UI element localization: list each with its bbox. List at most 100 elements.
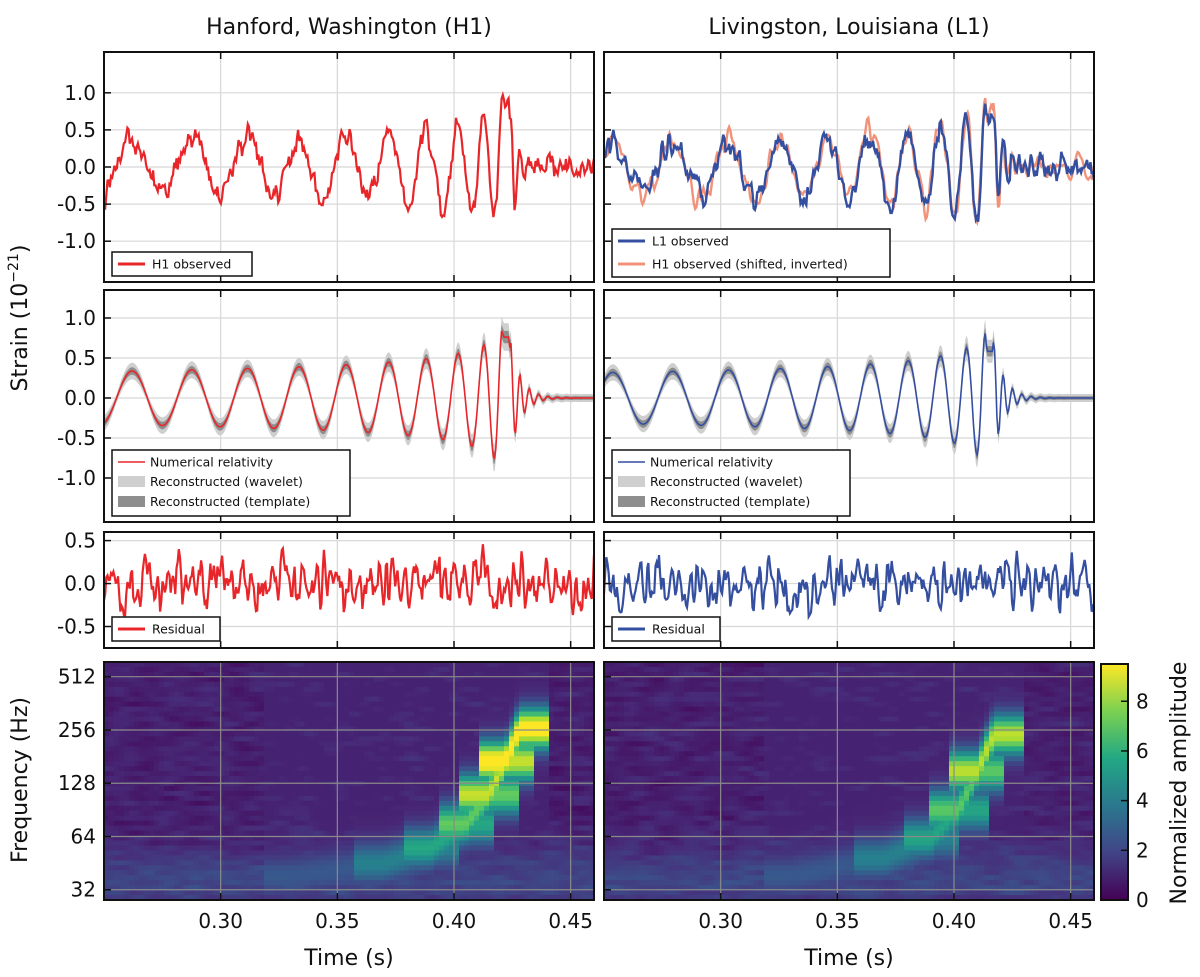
- h1-spectrogram-cell: [184, 701, 190, 708]
- h1-spectrogram-cell: [114, 691, 120, 698]
- h1-spectrogram-cell: [124, 890, 130, 896]
- h1-spectrogram-cell: [149, 696, 155, 703]
- h1-spectrogram-cell: [339, 825, 345, 832]
- h1-spectrogram-cell: [259, 666, 265, 673]
- h1-spectrogram-cell: [279, 736, 285, 742]
- h1-spectrogram-cell: [459, 800, 465, 807]
- h1-spectrogram-cell: [164, 790, 170, 797]
- h1-spectrogram-cell: [104, 830, 110, 837]
- h1-spectrogram-cell: [494, 820, 500, 827]
- h1-spectrogram-cell: [329, 820, 335, 827]
- h1-spectrogram-cell: [379, 800, 385, 807]
- h1-spectrogram-cell: [509, 676, 515, 683]
- h1-spectrogram-cell: [259, 756, 265, 762]
- h1-spectrogram-cell: [539, 736, 545, 742]
- h1-spectrogram-cell: [499, 850, 505, 856]
- h1-spectrogram-cell: [544, 681, 550, 688]
- h1-spectrogram-cell: [249, 895, 255, 900]
- h1-spectrogram-cell: [119, 771, 125, 777]
- h1-spectrogram-cell: [569, 766, 575, 772]
- h1-spectrogram-cell: [139, 810, 145, 817]
- h1-spectrogram-cell: [454, 895, 460, 900]
- h1-spectrogram-cell: [559, 880, 565, 886]
- h1-spectrogram-cell: [259, 696, 265, 703]
- h1-spectrogram-cell: [519, 865, 525, 871]
- h1-spectrogram-cell: [434, 860, 440, 866]
- h1-spectrogram-cell: [209, 800, 215, 807]
- h1-spectrogram-cell: [344, 800, 350, 807]
- h1-spectrogram-cell: [194, 790, 200, 797]
- h1-spectrogram-cell: [434, 726, 440, 733]
- h1-spectrogram-cell: [179, 711, 185, 718]
- h1-spectrogram-cell: [169, 756, 175, 762]
- h1-spectrogram-cell: [349, 825, 355, 832]
- h1-spectrogram-cell: [509, 790, 515, 797]
- h1-spectrogram-cell: [539, 840, 545, 847]
- h1-spectrogram-cell: [364, 795, 370, 802]
- h1-spectrogram-cell: [344, 895, 350, 900]
- h1-spectrogram-cell: [524, 885, 530, 891]
- h1-spectrogram-cell: [434, 880, 440, 886]
- h1-spectrogram-cell: [254, 696, 260, 703]
- h1-spectrogram-cell: [519, 790, 525, 797]
- h1-spectrogram-cell: [449, 766, 455, 772]
- h1-spectrogram-cell: [289, 805, 295, 812]
- h1-spectrogram-cell: [294, 835, 300, 842]
- h1-spectrogram-cell: [389, 761, 395, 767]
- h1-spectrogram-cell: [144, 746, 150, 752]
- h1-spectrogram-cell: [154, 825, 160, 832]
- h1-spectrogram-cell: [289, 666, 295, 673]
- h1-spectrogram-cell: [244, 766, 250, 772]
- h1-spectrogram-cell: [184, 671, 190, 678]
- h1-spectrogram-cell: [494, 756, 500, 762]
- h1-spectrogram-cell: [234, 736, 240, 742]
- h1-spectrogram-cell: [529, 880, 535, 886]
- h1-spectrogram-cell: [474, 885, 480, 891]
- l1-spectrogram-cell: [849, 662, 855, 668]
- h1-spectrogram-cell: [499, 731, 505, 737]
- h1-spectrogram-cell: [219, 875, 225, 881]
- h1-spectrogram-cell: [264, 746, 270, 752]
- h1-spectrogram-cell: [464, 776, 470, 782]
- h1-spectrogram-cell: [294, 800, 300, 807]
- h1-spectrogram-cell: [454, 855, 460, 861]
- h1-spectrogram-cell: [109, 671, 115, 678]
- h1-spectrogram-cell: [444, 741, 450, 747]
- h1-spectrogram-cell: [554, 855, 560, 861]
- h1-spectrogram-cell: [574, 681, 580, 688]
- h1-spectrogram-cell: [239, 865, 245, 871]
- h1-spectrogram-cell: [274, 855, 280, 861]
- h1-spectrogram-cell: [329, 860, 335, 866]
- h1-spectrogram-cell: [194, 701, 200, 708]
- h1-spectrogram-cell: [219, 726, 225, 733]
- h1-spectrogram-cell: [114, 756, 120, 762]
- h1-spectrogram-cell: [234, 800, 240, 807]
- l1-spectrogram-cell: [904, 662, 910, 668]
- h1-spectrogram-cell: [524, 840, 530, 847]
- h1-spectrogram-cell: [404, 845, 410, 852]
- h1-spectrogram-cell: [224, 766, 230, 772]
- h1-spectrogram-cell: [309, 741, 315, 747]
- h1-spectrogram-cell: [479, 840, 485, 847]
- h1-spectrogram-cell: [384, 731, 390, 737]
- h1-spectrogram-cell: [209, 790, 215, 797]
- title-h1: Hanford, Washington (H1): [206, 15, 492, 40]
- h1-spectrogram-cell: [424, 686, 430, 693]
- h1-spectrogram-cell: [359, 855, 365, 861]
- h1-spectrogram-cell: [549, 711, 555, 718]
- h1-spectrogram-cell: [579, 686, 585, 693]
- h1-spectrogram-cell: [414, 810, 420, 817]
- h1-spectrogram-cell: [324, 761, 330, 767]
- h1-spectrogram-cell: [559, 746, 565, 752]
- h1-spectrogram-cell: [264, 771, 270, 777]
- h1-spectrogram-cell: [464, 850, 470, 856]
- h1-spectrogram-cell: [174, 706, 180, 713]
- h1-spectrogram-cell: [414, 766, 420, 772]
- h1-spectrogram-cell: [119, 845, 125, 852]
- h1-spectrogram-cell: [254, 666, 260, 673]
- h1-spectrogram-cell: [494, 691, 500, 698]
- h1-spectrogram-cell: [224, 711, 230, 718]
- h1-spectrogram-cell: [454, 825, 460, 832]
- h1-spectrogram-cell: [174, 696, 180, 703]
- h1-spectrogram-cell: [234, 890, 240, 896]
